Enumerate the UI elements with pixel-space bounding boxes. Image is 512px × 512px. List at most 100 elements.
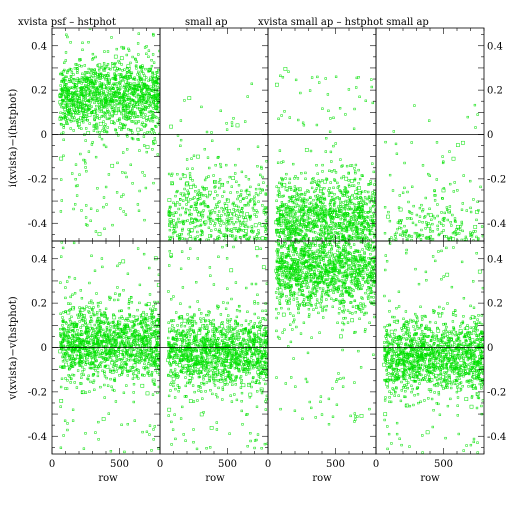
scatter-point <box>259 191 262 194</box>
scatter-point <box>420 228 423 232</box>
scatter-point <box>147 357 151 361</box>
scatter-point <box>321 163 324 167</box>
scatter-point <box>154 325 157 329</box>
scatter-point <box>107 104 110 108</box>
scatter-point <box>76 184 79 187</box>
scatter-point <box>206 215 210 219</box>
scatter-point <box>144 352 147 355</box>
scatter-point <box>119 329 122 333</box>
scatter-point <box>185 338 188 341</box>
scatter-point <box>96 130 99 134</box>
scatter-point <box>359 191 363 194</box>
scatter-point <box>85 113 89 117</box>
scatter-point <box>433 199 437 202</box>
scatter-point <box>212 381 216 384</box>
scatter-point <box>369 182 373 185</box>
scatter-point <box>108 78 111 82</box>
scatter-point <box>355 76 358 80</box>
scatter-point <box>125 71 129 74</box>
scatter-point <box>84 391 88 394</box>
scatter-point <box>461 140 465 145</box>
scatter-point <box>86 119 89 122</box>
scatter-point <box>323 205 327 208</box>
scatter-point <box>187 257 190 260</box>
scatter-point <box>446 208 449 212</box>
scatter-point <box>102 336 107 341</box>
scatter-point <box>275 219 279 222</box>
scatter-point <box>64 348 68 352</box>
scatter-point <box>122 86 125 89</box>
scatter-point <box>202 221 206 224</box>
scatter-point <box>93 269 97 272</box>
scatter-point <box>75 63 78 66</box>
scatter-point <box>201 214 205 217</box>
scatter-point <box>424 227 427 230</box>
scatter-point <box>456 143 460 147</box>
scatter-point <box>64 102 68 105</box>
scatter-point <box>61 320 65 323</box>
scatter-point <box>440 231 444 234</box>
scatter-point <box>368 200 372 204</box>
scatter-point <box>150 103 155 108</box>
scatter-point <box>115 132 118 135</box>
scatter-point <box>189 329 192 332</box>
chart-title-left: xvista psf – hstphot <box>18 17 116 28</box>
scatter-point <box>401 234 404 237</box>
scatter-point <box>429 213 433 218</box>
scatter-point <box>96 348 99 352</box>
scatter-point <box>186 381 189 385</box>
scatter-point <box>288 221 292 224</box>
scatter-point <box>338 222 341 225</box>
scatter-point <box>98 84 101 87</box>
scatter-point <box>190 157 193 160</box>
scatter-point <box>90 317 93 320</box>
scatter-point <box>124 103 127 106</box>
scatter-point <box>72 81 75 84</box>
scatter-point <box>194 336 198 339</box>
scatter-point <box>84 166 87 169</box>
scatter-point <box>122 193 125 196</box>
scatter-point <box>208 209 211 213</box>
scatter-point <box>94 328 97 331</box>
scatter-point <box>121 93 125 96</box>
scatter-point <box>341 191 344 195</box>
scatter-point <box>110 120 115 124</box>
scatter-point <box>143 320 146 324</box>
scatter-point <box>120 315 123 318</box>
scatter-point <box>145 391 150 396</box>
scatter-point <box>116 320 120 323</box>
scatter-point <box>104 331 107 334</box>
scatter-point <box>88 28 92 30</box>
scatter-point <box>59 210 63 213</box>
scatter-point <box>94 112 98 115</box>
scatter-point <box>87 150 91 153</box>
scatter-point <box>253 195 256 198</box>
scatter-point <box>59 281 62 284</box>
scatter-point <box>153 356 156 359</box>
scatter-point <box>287 214 290 217</box>
scatter-point <box>352 127 356 130</box>
scatter-point <box>78 320 81 323</box>
scatter-point <box>428 174 431 177</box>
scatter-point <box>208 369 211 372</box>
scatter-point <box>189 228 194 233</box>
scatter-point <box>288 208 293 213</box>
scatter-point <box>130 320 133 323</box>
scatter-point <box>453 217 457 220</box>
scatter-point <box>310 205 314 209</box>
scatter-point <box>115 355 118 358</box>
scatter-point <box>90 307 94 311</box>
scatter-point <box>461 202 464 205</box>
scatter-point <box>114 93 117 97</box>
scatter-point <box>141 121 144 124</box>
scatter-point <box>425 221 428 224</box>
scatter-point <box>105 94 108 97</box>
scatter-point <box>62 70 65 73</box>
scatter-point <box>225 122 228 125</box>
scatter-point <box>217 325 221 329</box>
scatter-point <box>106 50 110 53</box>
scatter-point <box>258 222 261 225</box>
scatter-point <box>446 218 449 222</box>
scatter-point <box>71 293 74 296</box>
scatter-point <box>293 229 296 233</box>
